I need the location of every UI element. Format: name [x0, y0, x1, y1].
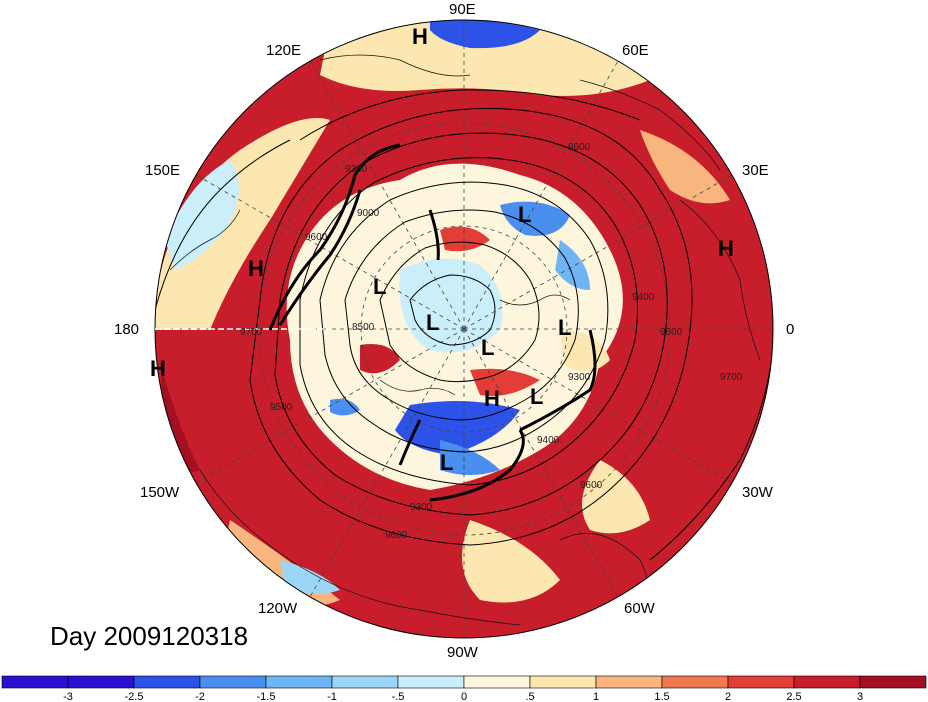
colorbar-box: [661, 675, 729, 689]
colorbar-tick-label: .5: [525, 691, 534, 702]
high-pressure-marker: H: [718, 236, 734, 261]
lon-label-60e: 60E: [622, 42, 649, 59]
lon-label-0: 0: [786, 321, 794, 338]
contour-label: 8500: [352, 322, 375, 333]
height-contours: [155, 89, 773, 561]
contour-label: 9700: [240, 327, 263, 338]
colorbar-box: [727, 675, 795, 689]
lon-label-150e: 150E: [145, 162, 180, 179]
colorbar-box: [793, 675, 861, 689]
colorbar-box: [331, 675, 399, 689]
low-pressure-marker: L: [426, 310, 439, 335]
graticule: [155, 20, 773, 638]
colorbar-box: [1, 675, 69, 689]
map-title: Day 2009120318: [50, 621, 248, 651]
colorbar-tick-label: 1.5: [654, 691, 669, 702]
colorbar-box: [595, 675, 663, 689]
lon-label-30e: 30E: [742, 162, 769, 179]
low-pressure-marker: L: [373, 274, 386, 299]
colorbar-box: [463, 675, 531, 689]
lon-label-60w: 60W: [624, 600, 656, 617]
colorbar-tick-label: 0: [461, 691, 467, 702]
high-pressure-marker: H: [412, 24, 428, 49]
contour-label: 9300: [345, 164, 368, 175]
longitude-labels: 90E 60E 30E 0 30W 60W 90W 120W 150W 180 …: [114, 1, 794, 661]
lon-label-120e: 120E: [266, 42, 301, 59]
contour-label: 9300: [568, 372, 591, 383]
colorbar-tick-label: 2.5: [786, 691, 801, 702]
coastlines: [169, 54, 761, 626]
colorbar-box: [265, 675, 333, 689]
lon-label-90e: 90E: [449, 1, 476, 18]
contour-label: 9600: [660, 327, 683, 338]
low-pressure-marker: L: [440, 450, 453, 475]
pressure-centers: H H H H H L L L L L L L L: [150, 24, 734, 475]
lon-label-120w: 120W: [258, 600, 298, 617]
colorbar-tick-label: -2: [195, 691, 205, 702]
colorbar-box: [67, 675, 135, 689]
colorbar-tick-label: -.5: [392, 691, 405, 702]
high-pressure-marker: H: [248, 256, 264, 281]
low-pressure-marker: L: [481, 335, 494, 360]
colorbar-box: [529, 675, 597, 689]
colorbar-box: [397, 675, 465, 689]
colorbar-box: [859, 675, 927, 689]
colorbar-tick-label: 2: [725, 691, 731, 702]
contour-label: 9600: [385, 530, 408, 541]
thick-contours: [268, 143, 597, 502]
contour-label: 9400: [632, 292, 655, 303]
colorbar-tick-label: -1: [327, 691, 337, 702]
contour-label: 9600: [568, 142, 591, 153]
contour-label: 9500: [270, 402, 293, 413]
lon-label-150w: 150W: [140, 484, 180, 501]
map-disk: [155, 20, 773, 638]
contour-labels: 9600 9300 9000 9600 9700 8500 9400 9600 …: [240, 142, 743, 541]
contour-label: 9400: [537, 435, 560, 446]
low-pressure-marker: L: [530, 384, 543, 409]
colorbar-tick-label: -3: [63, 691, 73, 702]
colorbar-box: [133, 675, 201, 689]
colorbar-tick-label: -2.5: [125, 691, 144, 702]
contour-label: 9600: [305, 232, 328, 243]
colorbar-tick-label: -1.5: [257, 691, 276, 702]
colorbar: -3 -2.5 -2 -1.5 -1 -.5 0 .5 1 1.5 2 2.5 3: [1, 675, 927, 702]
contour-label: 9000: [357, 208, 380, 219]
contour-label: 9700: [720, 372, 743, 383]
colorbar-box: [199, 675, 267, 689]
colorbar-tick-label: 1: [593, 691, 599, 702]
contour-label: 9300: [410, 502, 433, 513]
colorbar-tick-label: 3: [857, 691, 863, 702]
low-pressure-marker: L: [518, 202, 531, 227]
lon-label-30w: 30W: [742, 484, 774, 501]
lon-label-180: 180: [114, 321, 139, 338]
low-pressure-marker: L: [558, 315, 571, 340]
lon-label-90w: 90W: [447, 644, 479, 661]
high-pressure-marker: H: [150, 356, 166, 381]
contour-label: 9600: [580, 480, 603, 491]
high-pressure-marker: H: [484, 386, 500, 411]
